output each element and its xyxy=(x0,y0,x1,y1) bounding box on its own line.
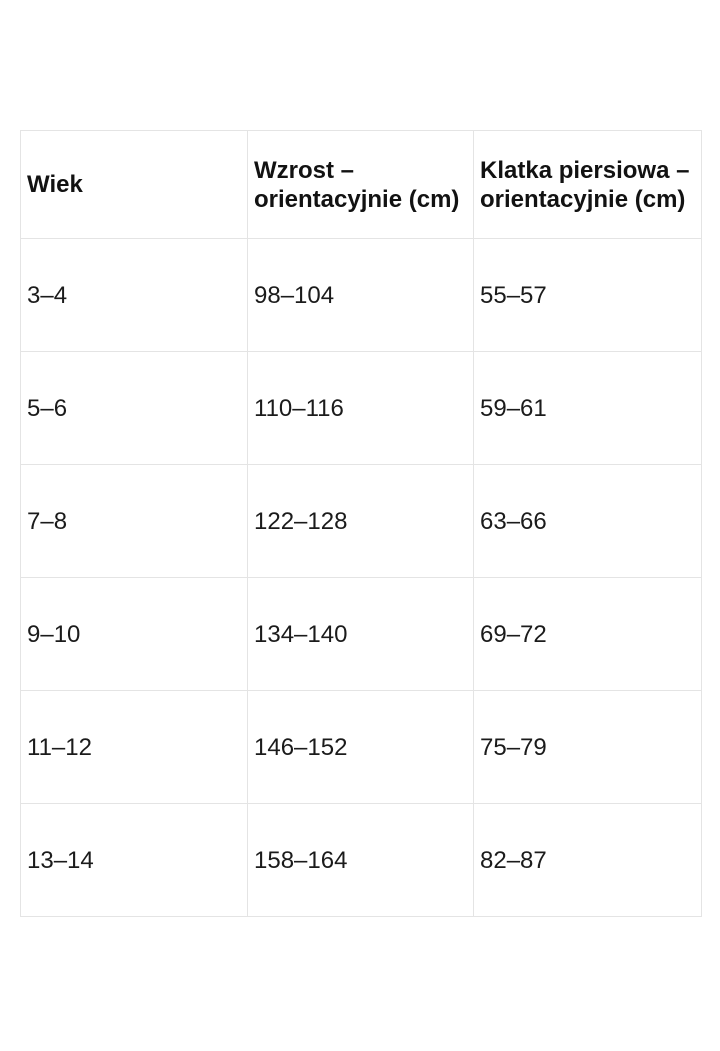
chest-cell: 59–61 xyxy=(473,351,702,465)
column-header-age: Wiek xyxy=(20,130,248,239)
table-row: 5–6 110–116 59–61 xyxy=(20,351,702,465)
height-cell: 98–104 xyxy=(247,238,474,352)
age-cell: 5–6 xyxy=(20,351,248,465)
age-cell: 13–14 xyxy=(20,803,248,917)
chest-cell: 63–66 xyxy=(473,464,702,578)
table-row: 11–12 146–152 75–79 xyxy=(20,690,702,804)
age-cell: 7–8 xyxy=(20,464,248,578)
table-row: 7–8 122–128 63–66 xyxy=(20,464,702,578)
column-header-chest: Klatka piersiowa – orientacyjnie (cm) xyxy=(473,130,702,239)
height-cell: 146–152 xyxy=(247,690,474,804)
table-row: 3–4 98–104 55–57 xyxy=(20,238,702,352)
height-cell: 110–116 xyxy=(247,351,474,465)
age-cell: 11–12 xyxy=(20,690,248,804)
chest-cell: 82–87 xyxy=(473,803,702,917)
chest-cell: 55–57 xyxy=(473,238,702,352)
age-cell: 9–10 xyxy=(20,577,248,691)
height-cell: 158–164 xyxy=(247,803,474,917)
age-cell: 3–4 xyxy=(20,238,248,352)
header-row: Wiek Wzrost – orientacyjnie (cm) Klatka … xyxy=(20,130,702,239)
table-row: 13–14 158–164 82–87 xyxy=(20,803,702,917)
chest-cell: 75–79 xyxy=(473,690,702,804)
table-row: 9–10 134–140 69–72 xyxy=(20,577,702,691)
height-cell: 122–128 xyxy=(247,464,474,578)
column-header-height: Wzrost – orientacyjnie (cm) xyxy=(247,130,474,239)
height-cell: 134–140 xyxy=(247,577,474,691)
size-chart-table: Wiek Wzrost – orientacyjnie (cm) Klatka … xyxy=(20,130,702,917)
chest-cell: 69–72 xyxy=(473,577,702,691)
